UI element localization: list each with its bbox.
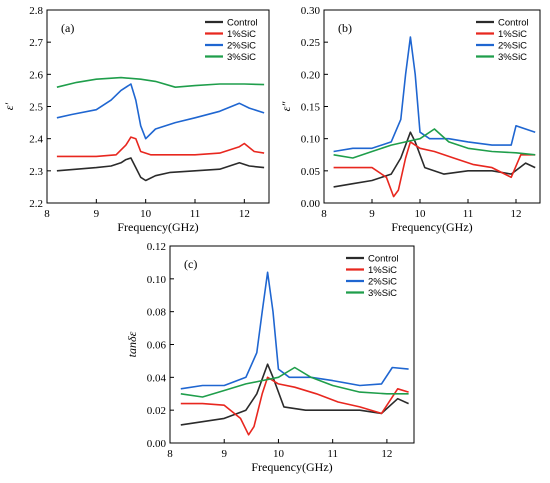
series-line-3-sic	[180, 366, 409, 398]
y-axis-title: tanδε	[125, 331, 139, 357]
y-tick-label: 2.6	[29, 69, 43, 81]
x-tick-label: 12	[239, 208, 250, 220]
y-tick-label: 0.12	[147, 241, 166, 253]
legend-label: Control	[227, 18, 258, 29]
legend-label: 1%SiC	[227, 29, 256, 40]
legend-label: 2%SiC	[227, 41, 256, 52]
series-line-control	[333, 131, 536, 188]
x-axis-title: Frequency(GHz)	[117, 220, 198, 234]
series-line-control	[56, 157, 265, 182]
y-axis-title: ε″	[279, 101, 293, 112]
series-line-2-sic	[56, 83, 265, 140]
x-tick-label: 11	[190, 208, 201, 220]
y-tick-label: 0.04	[147, 372, 167, 384]
series-lines	[56, 76, 265, 182]
x-tick-label: 8	[44, 208, 50, 220]
x-tick-label: 8	[321, 208, 327, 220]
y-tick-label: 2.8	[29, 5, 43, 17]
x-tick-label: 9	[221, 448, 227, 460]
x-tick-label: 9	[369, 208, 375, 220]
y-tick-label: 2.5	[29, 102, 43, 114]
series-line-3-sic	[333, 128, 536, 159]
x-tick-label: 11	[463, 208, 474, 220]
series-line-2-sic	[180, 271, 409, 390]
x-axis-title: Frequency(GHz)	[391, 220, 472, 234]
x-tick-label: 10	[415, 208, 427, 220]
series-line-2-sic	[333, 36, 536, 153]
x-tick-label: 10	[140, 208, 152, 220]
x-axis-title: Frequency(GHz)	[251, 460, 332, 474]
x-tick-label: 8	[167, 448, 173, 460]
y-axis-title: ε′	[2, 102, 16, 110]
y-tick-label: 2.2	[29, 198, 43, 210]
y-tick-label: 0.25	[301, 37, 321, 49]
y-tick-label: 0.00	[147, 438, 167, 450]
x-tick-label: 9	[94, 208, 100, 220]
y-tick-label: 2.7	[29, 37, 43, 49]
x-tick-label: 12	[381, 448, 392, 460]
legend-label: 1%SiC	[368, 265, 397, 276]
y-tick-label: 0.10	[301, 134, 321, 146]
legend-label: Control	[368, 254, 399, 265]
legend-label: 3%SiC	[498, 52, 527, 63]
panel-label: (a)	[61, 21, 74, 35]
legend-label: 3%SiC	[368, 288, 397, 299]
y-tick-label: 2.3	[29, 166, 43, 178]
y-tick-label: 2.4	[29, 134, 43, 146]
legend-label: 1%SiC	[498, 29, 527, 40]
y-tick-label: 0.02	[147, 405, 166, 417]
chart-panel-1: 8 9 10 11 12 2.2 2.3 2.4 2.5 2.6 2.7 2.8 Frequency(G…	[2, 5, 270, 234]
series-lines	[180, 271, 409, 436]
y-tick-label: 0.00	[301, 198, 321, 210]
series-line-3-sic	[56, 76, 265, 88]
series-line-1-sic	[180, 376, 409, 436]
y-tick-label: 0.15	[301, 102, 321, 114]
series-line-1-sic	[333, 141, 536, 198]
legend-label: 3%SiC	[227, 52, 256, 63]
legend-label: 2%SiC	[368, 277, 397, 288]
x-tick-label: 12	[511, 208, 522, 220]
y-tick-label: 0.20	[301, 69, 321, 81]
x-tick-label: 10	[273, 448, 285, 460]
legend-label: 2%SiC	[498, 41, 527, 52]
y-tick-label: 0.05	[301, 166, 321, 178]
legend-label: Control	[498, 18, 529, 29]
series-line-1-sic	[56, 136, 265, 158]
y-tick-label: 0.10	[147, 274, 167, 286]
y-tick-label: 0.30	[301, 5, 321, 17]
y-tick-label: 0.06	[147, 340, 167, 352]
series-line-control	[180, 363, 409, 426]
chart-panel-3: 8 9 10 11 12 0.00 0.02 0.04 0.06 0.08 0.10 0.12 Freq…	[125, 241, 415, 474]
panel-label: (c)	[184, 257, 197, 271]
x-tick-label: 11	[327, 448, 338, 460]
chart-panel-2: 8 9 10 11 12 0.00 0.05 0.10 0.15 0.20 0.25 0.30 Freq…	[279, 5, 541, 234]
y-tick-label: 0.08	[147, 307, 167, 319]
panel-label: (b)	[338, 21, 352, 35]
series-lines	[333, 36, 536, 198]
